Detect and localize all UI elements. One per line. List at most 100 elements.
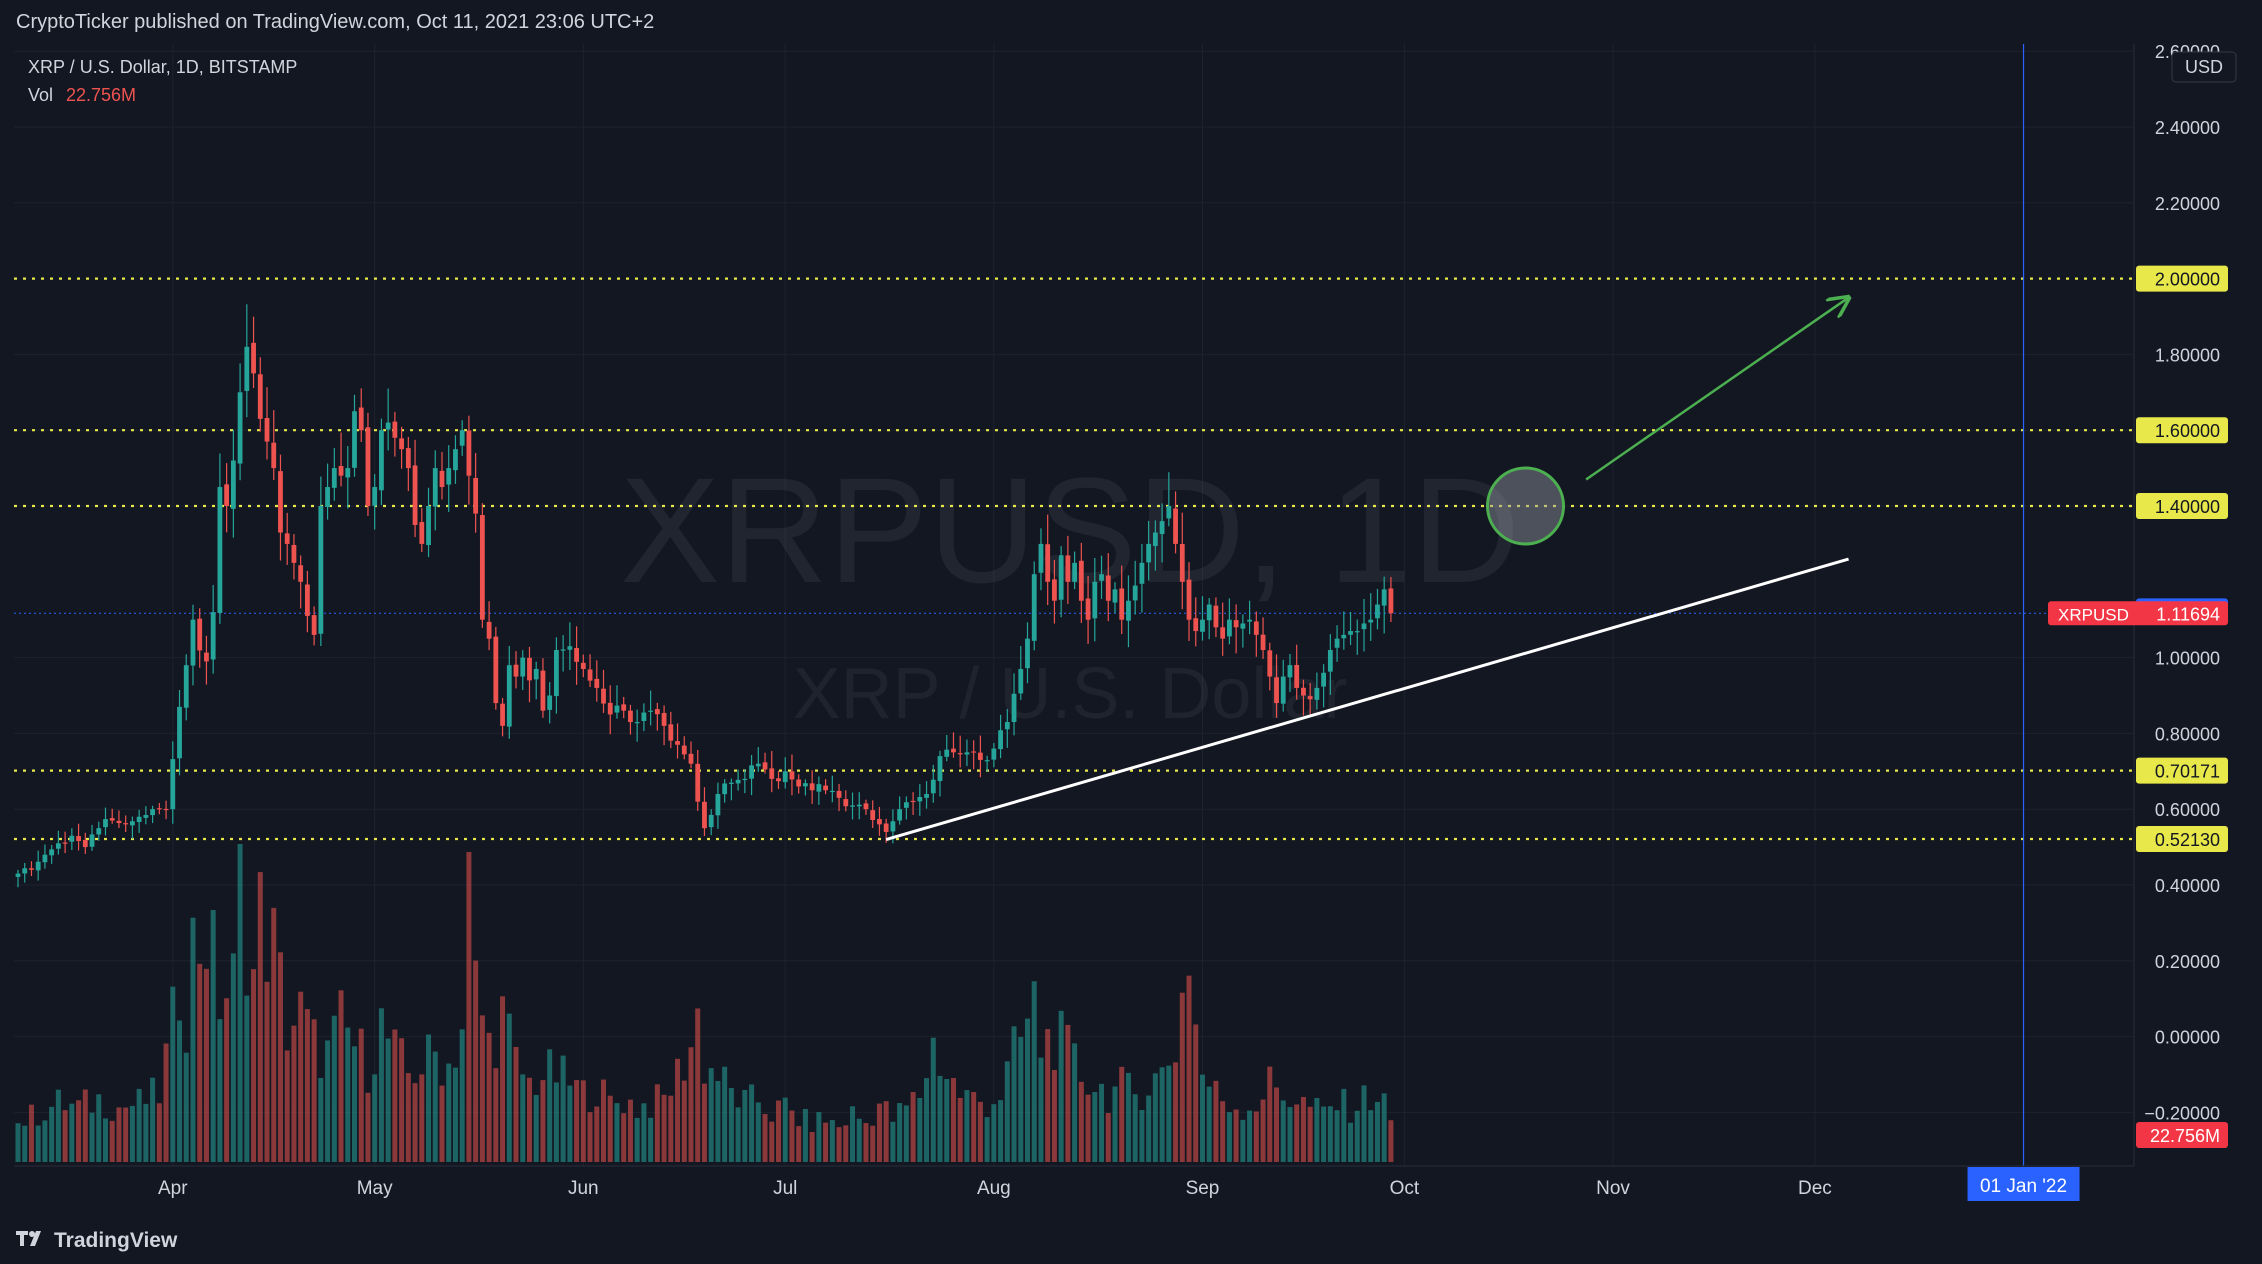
volume-bar	[775, 1100, 781, 1162]
volume-bar	[695, 1008, 701, 1162]
candle-body	[1301, 687, 1306, 696]
volume-bar	[82, 1089, 88, 1162]
candle-body	[42, 854, 48, 863]
volume-bar	[742, 1089, 748, 1162]
volume-bar	[1038, 1057, 1044, 1162]
candle-body	[728, 782, 734, 784]
jan-marker-badge	[1967, 1167, 2080, 1201]
brand-name[interactable]: TradingView	[54, 1229, 178, 1252]
level-badge-label-4: 0.52130	[2155, 830, 2220, 850]
candle-body	[197, 618, 203, 651]
candle-body	[55, 843, 61, 849]
currency-badge[interactable]: USD	[2171, 51, 2237, 83]
candle-body	[715, 794, 721, 816]
candle-body	[1065, 555, 1071, 582]
volume-bar	[594, 1106, 600, 1162]
x-tick-label-5: Sep	[1186, 1178, 1220, 1199]
candle-body	[675, 741, 680, 745]
candle-body	[130, 821, 135, 826]
currency-label: USD	[2185, 57, 2223, 77]
candle-body	[1112, 589, 1118, 603]
y-tick-label-3: 1.80000	[2155, 345, 2220, 365]
candle-body	[661, 712, 667, 726]
candle-body	[1105, 575, 1111, 601]
candle-body	[1280, 676, 1286, 704]
volume-bar	[998, 1100, 1004, 1162]
volume-bar	[850, 1106, 856, 1162]
candle-body	[1099, 574, 1104, 581]
legend-symbol: XRP / U.S. Dollar, 1D, BITSTAMP	[28, 57, 297, 77]
volume-bar	[856, 1118, 862, 1162]
volume-bar	[526, 1077, 532, 1162]
candle-body	[1354, 631, 1360, 633]
volume-bar	[513, 1046, 519, 1162]
current-price-label: 1.11694	[2156, 604, 2220, 624]
candle-body	[69, 835, 75, 842]
volume-bar	[1072, 1043, 1078, 1162]
volume-bar	[1374, 1101, 1380, 1162]
candle-body	[782, 771, 788, 783]
candle-body	[385, 422, 391, 430]
candle-body	[1011, 693, 1017, 723]
volume-bar	[957, 1097, 963, 1162]
candle-body	[143, 814, 149, 818]
tradingview-logo-icon[interactable]	[16, 1229, 46, 1253]
volume-bar	[1045, 1029, 1051, 1162]
volume-bar	[325, 1040, 331, 1162]
candle-body	[1253, 621, 1259, 635]
candle-body	[1227, 619, 1232, 637]
volume-bar	[796, 1126, 802, 1162]
candle-body	[702, 801, 707, 829]
candle-body	[554, 650, 559, 697]
volume-bar	[365, 1092, 371, 1162]
candle-body	[856, 804, 862, 807]
volume-bar	[15, 1123, 21, 1162]
level-badge-label-2: 1.40000	[2155, 497, 2220, 517]
volume-bar	[1226, 1112, 1232, 1162]
volume-bar	[829, 1120, 835, 1162]
candle-body	[358, 407, 364, 431]
candle-body	[776, 778, 781, 782]
volume-bar	[473, 960, 479, 1162]
candle-body	[1031, 574, 1037, 641]
volume-bar	[728, 1088, 734, 1162]
candle-body	[473, 478, 479, 514]
volume-bar	[1186, 975, 1192, 1162]
time-axis[interactable]: Apr May Jun Jul Aug Sep Oct Nov Dec 01 Jan '22	[158, 1167, 2080, 1201]
volume-bar	[1260, 1099, 1266, 1162]
volume-bar	[1280, 1100, 1286, 1162]
volume-bar	[143, 1103, 149, 1162]
candle-body	[755, 763, 761, 767]
candle-body	[76, 836, 81, 842]
candle-body	[1206, 604, 1212, 621]
volume-bar	[1004, 1061, 1010, 1162]
volume-bar	[190, 917, 196, 1162]
candle-body	[1052, 579, 1057, 601]
x-tick-label-3: Jul	[773, 1178, 797, 1199]
candle-body	[338, 465, 344, 476]
plot-area[interactable]	[14, 44, 2134, 1166]
volume-bar	[459, 1029, 465, 1162]
volume-bar	[1321, 1106, 1327, 1162]
drawings[interactable]	[885, 298, 1848, 841]
level-badge-3	[2136, 757, 2228, 784]
candle-body	[1139, 562, 1145, 584]
candle-body	[1260, 634, 1266, 651]
candle-body	[479, 515, 485, 620]
volume-bar	[749, 1084, 755, 1162]
candle-body	[493, 636, 499, 704]
volume-bar	[1314, 1098, 1320, 1162]
volume-bar	[42, 1120, 48, 1162]
volume-bar	[123, 1107, 129, 1162]
footer: TradingView	[0, 1218, 2262, 1264]
volume-bar	[917, 1097, 923, 1162]
candle-body	[560, 649, 566, 651]
candle-body	[82, 840, 88, 848]
y-tick-label-10: 0.20000	[2155, 952, 2220, 972]
volume-bar	[432, 1051, 438, 1162]
candle-body	[257, 374, 263, 419]
y-tick-label-1: 2.40000	[2155, 118, 2220, 138]
candle-body	[1078, 560, 1084, 601]
volume-bar	[311, 1019, 317, 1162]
